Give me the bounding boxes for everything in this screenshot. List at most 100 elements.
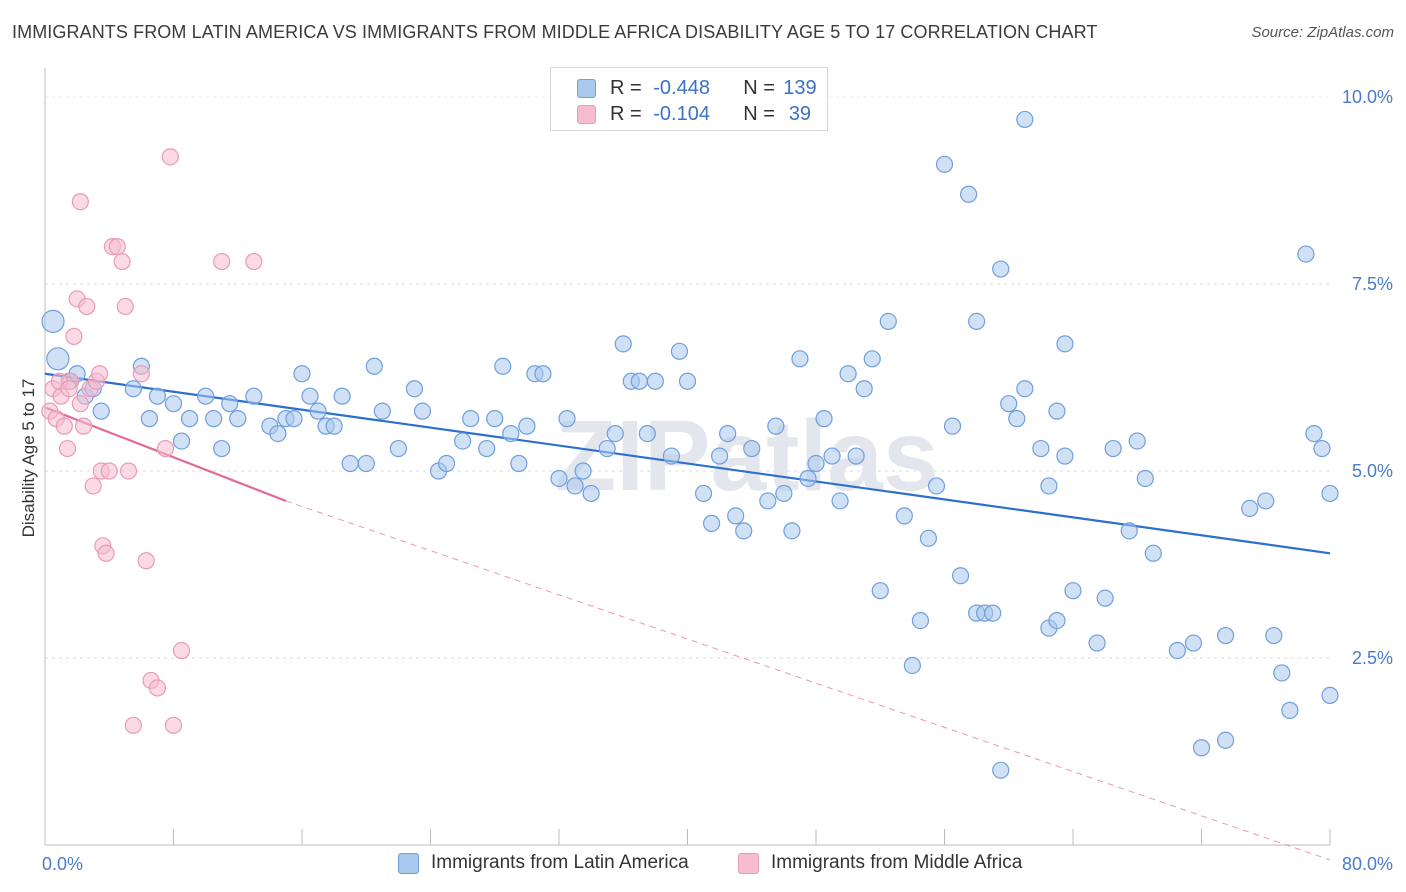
data-point: [984, 604, 1002, 622]
chart-title: IMMIGRANTS FROM LATIN AMERICA VS IMMIGRA…: [12, 22, 1098, 42]
data-point: [84, 477, 102, 495]
data-point: [1265, 626, 1283, 645]
data-point: [148, 387, 167, 405]
data-point: [935, 155, 954, 173]
data-point: [959, 185, 978, 203]
data-point: [205, 410, 223, 428]
data-point: [1257, 492, 1275, 510]
series-legend: Immigrants from Latin America Immigrants…: [0, 852, 1406, 878]
y-tick-labels: 2.5% 5.0% 7.5% 10.0%: [1342, 87, 1393, 668]
data-point: [807, 454, 825, 473]
data-point: [759, 492, 777, 510]
x-tick-labels: 0.0% 80.0%: [42, 854, 1393, 874]
data-point: [65, 327, 83, 345]
y-tick-label: 5.0%: [1352, 461, 1393, 481]
data-point: [879, 312, 897, 330]
data-point: [871, 582, 889, 600]
data-point: [727, 507, 745, 525]
data-point: [1088, 634, 1106, 652]
data-point: [1313, 439, 1331, 458]
data-point: [78, 297, 96, 316]
data-point: [927, 477, 946, 495]
data-point: [119, 462, 138, 480]
data-point: [614, 335, 632, 353]
data-point: [767, 417, 785, 435]
data-point: [1184, 634, 1203, 652]
legend-row-latin-america: R = -0.448 N = 139: [577, 75, 825, 101]
axes: [44, 68, 1331, 846]
data-point: [1136, 469, 1154, 488]
data-point: [156, 439, 175, 458]
data-point: [518, 417, 536, 435]
data-point: [164, 716, 183, 734]
legend-r-label: R =: [610, 102, 642, 125]
data-point: [197, 387, 215, 405]
data-point: [911, 611, 930, 630]
data-point: [1048, 611, 1066, 630]
data-point: [325, 417, 343, 435]
data-point: [831, 492, 849, 510]
data-point: [743, 439, 761, 458]
data-point: [951, 567, 970, 585]
data-point: [1192, 739, 1211, 757]
data-point: [137, 552, 155, 570]
data-point: [180, 410, 199, 428]
data-point: [582, 484, 600, 503]
data-point: [1216, 731, 1235, 749]
data-point: [60, 380, 78, 398]
data-point: [1321, 484, 1339, 503]
legend-item-latin-america: Immigrants from Latin America: [398, 852, 689, 874]
data-point: [1048, 402, 1066, 420]
data-point: [1305, 425, 1323, 443]
y-tick-label: 7.5%: [1352, 274, 1393, 294]
data-point: [702, 514, 721, 532]
data-point: [919, 529, 938, 547]
legend-row-middle-africa: R = -0.104 N = 39: [577, 101, 825, 127]
data-point: [172, 641, 191, 660]
data-point: [566, 477, 584, 495]
data-point: [124, 380, 142, 398]
data-point: [534, 365, 552, 383]
data-point: [558, 410, 576, 428]
data-point: [333, 387, 351, 405]
y-tick-label: 10.0%: [1342, 87, 1393, 107]
legend-swatch-pink: [738, 852, 759, 874]
trend-line: [44, 372, 1331, 555]
data-point: [1216, 626, 1235, 645]
data-point: [92, 402, 110, 420]
data-point: [711, 447, 729, 465]
legend-n-value: 139: [783, 76, 817, 99]
data-point: [968, 312, 986, 330]
data-point: [221, 395, 239, 413]
data-point: [1096, 589, 1114, 607]
data-point: [269, 425, 287, 443]
legend-n-label: N =: [743, 76, 775, 99]
data-point: [301, 387, 319, 405]
data-point: [1168, 641, 1187, 660]
legend-item-middle-africa: Immigrants from Middle Africa: [738, 852, 1022, 874]
data-point: [91, 365, 109, 383]
data-point: [124, 716, 142, 734]
trend-line-extension: [285, 500, 1331, 861]
data-points: [41, 110, 1339, 779]
data-point: [1056, 335, 1074, 353]
data-point: [719, 425, 737, 443]
data-point: [678, 372, 697, 390]
data-point: [574, 462, 592, 480]
data-point: [1056, 447, 1074, 465]
data-point: [161, 148, 179, 166]
data-point: [1032, 439, 1050, 458]
data-point: [694, 484, 713, 503]
source-label: Source: ZipAtlas.com: [1251, 24, 1394, 41]
data-point: [992, 761, 1010, 779]
data-point: [494, 357, 512, 375]
data-point: [1016, 110, 1034, 129]
data-point: [365, 357, 383, 375]
data-point: [213, 439, 231, 458]
data-point: [1016, 380, 1034, 398]
data-point: [58, 439, 77, 458]
data-point: [373, 402, 391, 420]
data-point: [1241, 499, 1259, 517]
data-point: [1273, 664, 1291, 682]
